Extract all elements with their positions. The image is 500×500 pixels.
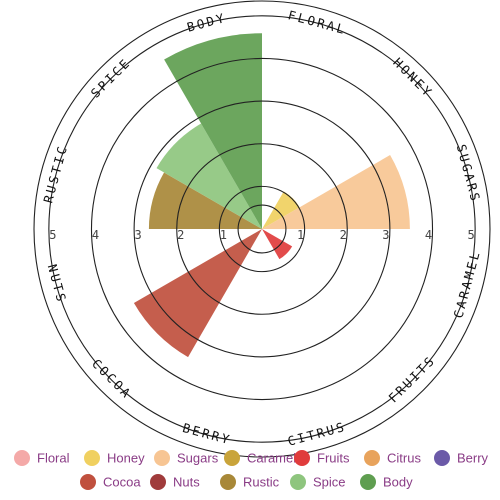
legend-swatch-floral	[14, 450, 30, 466]
tick-label-left: 4	[92, 228, 99, 242]
legend-label-body: Body	[383, 475, 413, 490]
legend-label-fruits: Fruits	[317, 451, 350, 466]
category-label-berry: BERRY	[181, 420, 233, 447]
tick-label-right: 2	[340, 228, 347, 242]
category-label-body: BODY	[185, 10, 228, 35]
category-label-nuts: NUTS	[45, 263, 70, 306]
tick-label-right: 4	[425, 228, 432, 242]
legend-swatch-body	[360, 474, 376, 490]
tick-label-right: 5	[468, 228, 475, 242]
radial-tick-labels: 1 1 2 2 3 3 4 4 5 5	[49, 228, 475, 242]
category-label-sugars: SUGARS	[454, 143, 484, 205]
outer-ring	[33, 0, 491, 458]
legend-label-rustic: Rustic	[243, 475, 280, 490]
sector-group	[133, 33, 410, 358]
category-label-fruits: FRUITS	[385, 352, 438, 405]
grid-ring-5	[48, 15, 476, 443]
legend-swatch-caramel	[224, 450, 240, 466]
grid-ring-1	[218, 185, 306, 273]
grid-ring-4	[90, 57, 434, 401]
legend-label-sugars: Sugars	[177, 451, 219, 466]
legend-swatch-spice	[290, 474, 306, 490]
tick-label-left: 2	[177, 228, 184, 242]
grid-rings	[33, 0, 491, 458]
legend-swatch-berry	[434, 450, 450, 466]
sector-cocoa	[133, 229, 262, 358]
tick-label-left: 5	[49, 228, 56, 242]
sector-body	[164, 33, 262, 229]
sector-honey	[262, 191, 300, 229]
grid-ring-2	[176, 143, 348, 315]
legend-label-floral: Floral	[37, 451, 70, 466]
legend-label-cocoa: Cocoa	[103, 475, 141, 490]
legend-label-honey: Honey	[107, 451, 145, 466]
legend-label-citrus: Citrus	[387, 451, 421, 466]
tick-label-right: 1	[297, 228, 304, 242]
grid-ring-3	[133, 100, 391, 358]
tick-label-right: 3	[382, 228, 389, 242]
sector-spice	[156, 123, 262, 229]
category-label-cocoa: COCOA	[89, 356, 135, 402]
legend-swatch-rustic	[220, 474, 236, 490]
tick-label-left: 3	[134, 228, 141, 242]
legend-swatch-fruits	[294, 450, 310, 466]
legend-label-berry: Berry	[457, 451, 489, 466]
legend-swatch-nuts	[150, 474, 166, 490]
category-label-floral: FLORAL	[286, 7, 348, 37]
category-label-caramel: CARAMEL	[450, 248, 483, 320]
legend: Floral Honey Sugars Caramel Fruits Citrus Berr…	[14, 450, 489, 490]
legend-swatch-cocoa	[80, 474, 96, 490]
legend-label-caramel: Caramel	[247, 451, 296, 466]
legend-label-spice: Spice	[313, 475, 346, 490]
category-label-honey: HONEY	[390, 55, 436, 101]
sector-fruits	[262, 229, 293, 260]
tick-label-left: 1	[220, 228, 227, 242]
grid-ring-inner	[237, 204, 287, 254]
legend-swatch-citrus	[364, 450, 380, 466]
sector-rustic	[148, 172, 262, 229]
category-label-rustic: RUSTIC	[40, 143, 70, 205]
sector-sugars	[262, 155, 410, 229]
legend-label-nuts: Nuts	[173, 475, 200, 490]
legend-swatch-sugars	[154, 450, 170, 466]
legend-swatch-honey	[84, 450, 100, 466]
category-label-spice: SPICE	[88, 55, 134, 101]
